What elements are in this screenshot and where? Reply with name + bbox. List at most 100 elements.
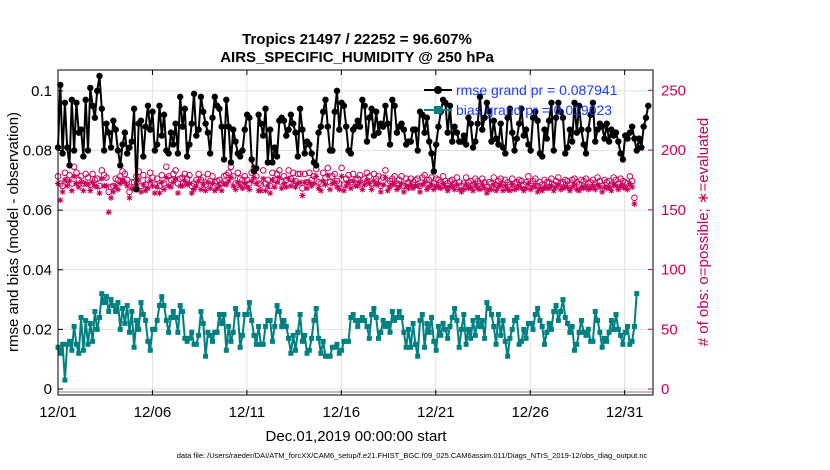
rmse-point <box>485 108 493 115</box>
rmse-point <box>580 141 587 148</box>
rmse-point <box>216 105 223 112</box>
rmse-point <box>91 114 99 121</box>
obs-evaluated-point <box>170 179 177 186</box>
rmse-point <box>151 147 159 154</box>
rmse-point <box>239 147 246 154</box>
bias-point <box>272 323 278 329</box>
obs-evaluated-point <box>343 182 350 189</box>
obs-evaluated-point <box>98 175 105 182</box>
obs-evaluated-point <box>73 180 80 187</box>
bias-point <box>493 341 499 347</box>
obs-evaluated-point <box>451 186 458 193</box>
rmse-point <box>280 117 288 124</box>
rmse-point <box>608 126 615 133</box>
legend-rmse-marker <box>434 86 442 94</box>
bias-point <box>606 329 612 335</box>
obs-evaluated-point <box>248 178 255 185</box>
bias-point <box>488 311 494 317</box>
bias-point <box>465 326 471 332</box>
obs-evaluated-point <box>359 186 366 193</box>
rmse-point <box>354 117 361 124</box>
obs-evaluated-point <box>357 179 364 186</box>
obs-evaluated-point <box>626 180 633 187</box>
obs-evaluated-point <box>449 182 456 189</box>
obs-evaluated-point <box>278 185 285 192</box>
bias-point <box>200 320 206 326</box>
obs-evaluated-point <box>391 180 398 187</box>
obs-possible-point <box>497 175 505 183</box>
rmse-point <box>557 108 564 115</box>
bias-point <box>263 323 269 329</box>
bias-point <box>334 341 340 347</box>
bias-point <box>193 341 199 347</box>
obs-evaluated-point <box>368 186 375 193</box>
obs-evaluated-point <box>493 187 500 194</box>
obs-evaluated-point <box>463 181 470 188</box>
rmse-point <box>66 162 73 169</box>
obs-evaluated-point <box>603 185 610 192</box>
bias-point <box>553 303 559 309</box>
obs-evaluated-point <box>267 190 274 197</box>
obs-evaluated-point <box>440 180 447 187</box>
rmse-point <box>446 102 454 109</box>
rmse-point <box>236 153 244 160</box>
chart-title: Tropics 21497 / 22252 = 96.607% <box>242 31 472 48</box>
rmse-point <box>296 105 304 112</box>
obs-evaluated-point <box>340 187 347 194</box>
bias-point <box>376 335 382 341</box>
bias-point <box>452 306 458 312</box>
obs-evaluated-point <box>610 181 617 188</box>
obs-evaluated-point <box>435 184 442 191</box>
bias-point <box>196 332 202 338</box>
obs-evaluated-point <box>329 180 336 187</box>
bias-point <box>274 303 280 309</box>
bias-point <box>396 309 402 315</box>
rmse-point <box>412 126 419 133</box>
obs-evaluated-point <box>230 182 237 189</box>
obs-evaluated-point <box>151 190 158 197</box>
obs-evaluated-point <box>225 178 232 185</box>
rmse-point <box>336 126 343 133</box>
bias-point <box>309 335 315 341</box>
obs-evaluated-point <box>308 182 315 189</box>
bias-point <box>327 353 333 359</box>
bias-point <box>415 353 421 359</box>
rmse-point <box>495 141 502 148</box>
bias-point <box>412 341 418 347</box>
bias-point <box>399 314 405 320</box>
obs-evaluated-point <box>121 179 128 186</box>
bias-point <box>597 329 603 335</box>
obs-evaluated-point <box>596 184 603 191</box>
bias-point <box>601 335 607 341</box>
obs-evaluated-point <box>585 186 592 193</box>
obs-evaluated-point <box>373 181 380 188</box>
bias-point <box>470 317 476 323</box>
bias-point <box>92 309 98 315</box>
bias-point <box>574 341 580 347</box>
bias-point <box>578 317 584 323</box>
rmse-point <box>147 126 154 133</box>
obs-evaluated-point <box>91 182 98 189</box>
obs-evaluated-point <box>589 182 596 189</box>
bias-point <box>156 303 162 309</box>
rmse-point <box>188 120 195 127</box>
rmse-point <box>575 102 583 109</box>
bias-point <box>403 344 409 350</box>
bias-point <box>429 314 435 320</box>
obs-evaluated-point <box>476 186 483 193</box>
bias-point <box>253 341 259 347</box>
obs-evaluated-point <box>195 178 202 185</box>
rmse-point <box>144 102 152 109</box>
obs-evaluated-point <box>495 184 502 191</box>
bias-point <box>592 309 598 315</box>
obs-evaluated-point <box>550 187 557 194</box>
obs-evaluated-point <box>244 184 251 191</box>
rmse-point <box>363 138 371 145</box>
bias-point <box>502 338 508 344</box>
rmse-point <box>624 135 631 142</box>
bias-point <box>286 335 292 341</box>
bias-point <box>73 341 79 347</box>
rmse-point <box>174 150 182 157</box>
obs-evaluated-point <box>389 181 396 188</box>
